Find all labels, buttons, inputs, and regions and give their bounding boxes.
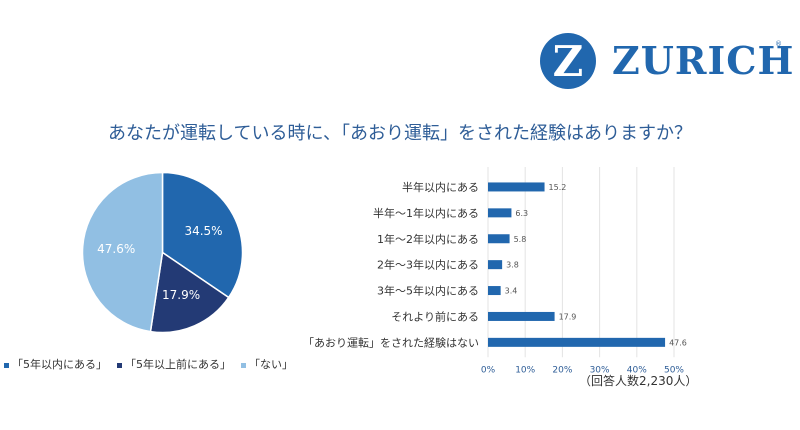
category-label: 「あおり運転」をされた経験はない xyxy=(303,335,479,349)
legend-label: 「5年以上前にある」 xyxy=(125,358,231,371)
bar xyxy=(488,337,666,347)
pie-legend-item: 「ない」 xyxy=(241,358,293,371)
bar xyxy=(488,208,512,218)
pie-legend-item: 「5年以上前にある」 xyxy=(117,358,231,371)
bar-value-label: 5.8 xyxy=(514,235,527,244)
pie-slice xyxy=(161,171,244,299)
bar xyxy=(488,260,503,270)
pie-chart: 34.5% 17.9% 47.6% xyxy=(81,171,244,334)
pie-slice-label: 47.6% xyxy=(97,242,135,256)
bar-value-label: 15.2 xyxy=(549,183,567,192)
bar-value-label: 17.9 xyxy=(559,312,577,321)
pie-legend-item: 「5年以内にある」 xyxy=(4,358,107,371)
bar xyxy=(488,286,501,296)
pie-legend: 「5年以内にある」 「5年以上前にある」 「ない」 xyxy=(4,357,334,373)
category-label: 1年～2年以内にある xyxy=(377,232,479,246)
x-tick-label: 40% xyxy=(627,365,647,375)
respondent-count-note: （回答人数2,230人） xyxy=(579,374,698,388)
x-tick-label: 0% xyxy=(481,365,496,375)
legend-swatch xyxy=(4,362,9,368)
pie-slice-label: 34.5% xyxy=(184,224,222,238)
bar-value-label: 3.8 xyxy=(506,261,519,270)
bar-value-label: 3.4 xyxy=(505,287,518,296)
x-tick-label: 50% xyxy=(664,365,684,375)
bar xyxy=(488,234,510,244)
category-label: それより前にある xyxy=(391,309,479,323)
survey-question: あなたが運転している時に、「あおり運転」をされた経験はありますか？ xyxy=(108,123,692,144)
legend-label: 「5年以内にある」 xyxy=(12,358,107,371)
category-label: 3年～5年以内にある xyxy=(377,284,479,298)
pie-slice xyxy=(81,171,164,333)
pie-slice xyxy=(149,251,230,334)
bar xyxy=(488,311,555,321)
pie-slice-label: 17.9% xyxy=(162,288,200,302)
legend-swatch xyxy=(117,362,122,368)
bar xyxy=(488,182,545,192)
bar-chart: 0% 10% 20% 30% 40% 50% 半年以内にある 15.2 半年～1年以内にある 6.… xyxy=(303,167,687,375)
x-tick-label: 30% xyxy=(590,365,610,375)
bar-value-label: 47.6 xyxy=(669,338,687,347)
legend-swatch xyxy=(241,362,246,368)
brand-name: ZURICH xyxy=(612,38,795,83)
x-tick-label: 10% xyxy=(515,365,535,375)
x-tick-label: 20% xyxy=(552,365,572,375)
legend-label: 「ない」 xyxy=(249,358,293,371)
registered-mark: ® xyxy=(775,40,782,48)
zurich-logo: Z xyxy=(540,33,596,89)
category-label: 2年～3年以内にある xyxy=(377,258,479,272)
category-label: 半年以内にある xyxy=(402,180,479,194)
logo-symbol: Z xyxy=(553,37,584,86)
logo-circle xyxy=(540,33,596,89)
bar-value-label: 6.3 xyxy=(515,209,528,218)
category-label: 半年～1年以内にある xyxy=(373,206,479,220)
